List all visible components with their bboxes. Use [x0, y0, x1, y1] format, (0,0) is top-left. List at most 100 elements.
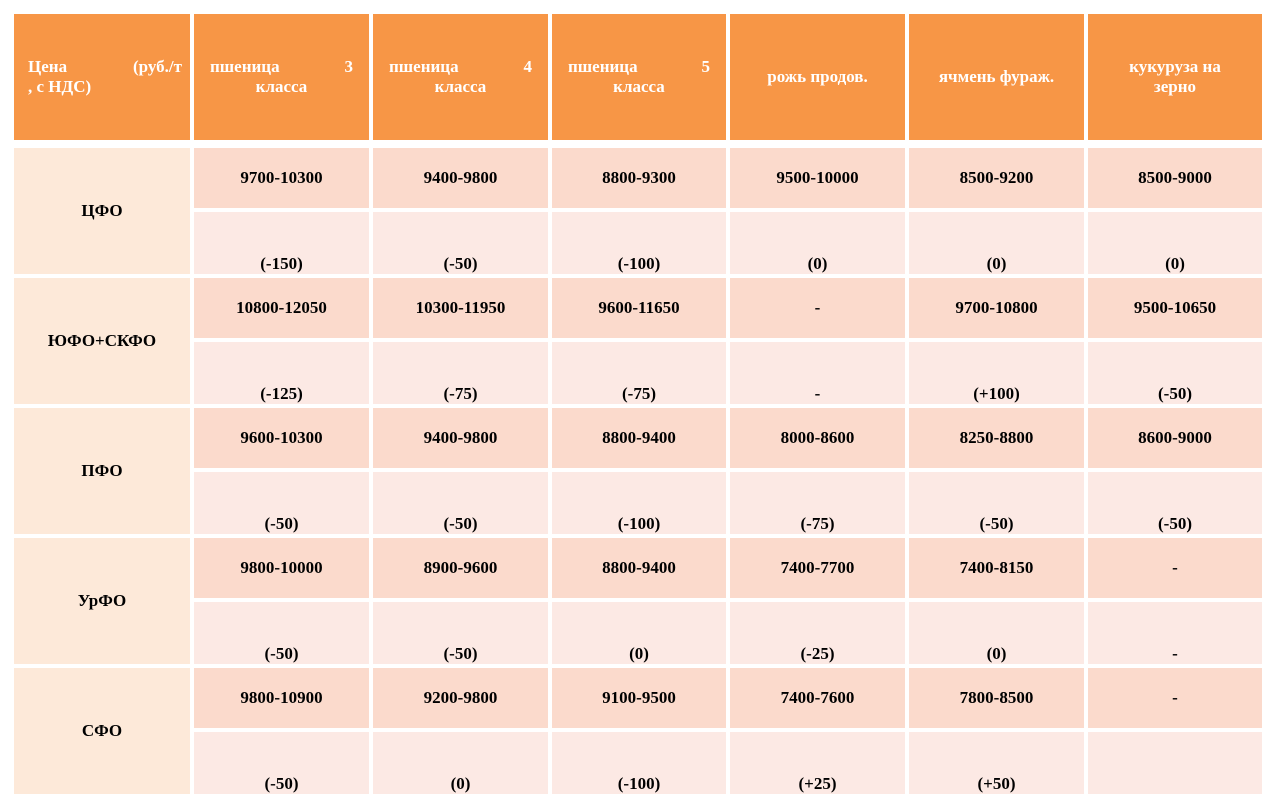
change-value: (-50): [264, 644, 299, 663]
price-cell: 9800-10900: [192, 666, 371, 730]
change-value: (+25): [798, 774, 837, 793]
price-cell: 9500-10650: [1086, 276, 1264, 340]
price-cell: -: [1086, 536, 1264, 600]
region-label: ЮФО+СКФО: [12, 276, 192, 406]
change-cell: (-50): [371, 470, 550, 536]
header-price-word2: (руб./т: [133, 57, 182, 76]
change-value: (-25): [800, 644, 835, 663]
price-cell: 7400-7600: [728, 666, 907, 730]
price-cell: 8500-9000: [1086, 146, 1264, 210]
header-wheat-4-num: 4: [523, 57, 533, 76]
change-cell: (-25): [728, 600, 907, 666]
change-value: (-75): [443, 384, 478, 403]
price-cell: 8800-9400: [550, 536, 728, 600]
change-value: (+50): [977, 774, 1016, 793]
price-cell: 9500-10000: [728, 146, 907, 210]
price-cell: 7400-7700: [728, 536, 907, 600]
change-cell: (0): [371, 730, 550, 796]
change-cell: (+100): [907, 340, 1086, 406]
header-wheat-3: пшеница 3 класса: [192, 12, 371, 142]
change-cell: (0): [550, 600, 728, 666]
change-value: (-50): [979, 514, 1014, 533]
change-cell: (-50): [192, 730, 371, 796]
price-cell: 9800-10000: [192, 536, 371, 600]
header-price-word1: Цена: [28, 57, 68, 76]
change-cell: (-100): [550, 210, 728, 276]
change-value: (-50): [443, 254, 478, 273]
price-cell: 8500-9200: [907, 146, 1086, 210]
header-corn-line2: зерно: [1153, 77, 1197, 96]
change-value: (-150): [260, 254, 303, 273]
change-cell: (0): [907, 600, 1086, 666]
change-value: (-50): [443, 514, 478, 533]
price-cell: 9700-10800: [907, 276, 1086, 340]
change-value: (-50): [1158, 514, 1192, 533]
change-cell: (-50): [192, 600, 371, 666]
header-corn-line1: кукуруза на: [1129, 57, 1221, 76]
change-value: (0): [807, 254, 828, 273]
change-cell: (-125): [192, 340, 371, 406]
change-value: (-100): [617, 514, 661, 533]
change-value: (0): [1165, 254, 1185, 273]
header-wheat-3-num: 3: [344, 57, 354, 76]
change-cell: (-50): [192, 470, 371, 536]
change-cell: (0): [1086, 210, 1264, 276]
header-barley-label: ячмень фураж.: [938, 67, 1055, 86]
change-cell: (-100): [550, 730, 728, 796]
price-cell: 9700-10300: [192, 146, 371, 210]
change-cell: (+25): [728, 730, 907, 796]
change-cell: (-50): [1086, 340, 1264, 406]
price-cell: 10800-12050: [192, 276, 371, 340]
change-value: -: [814, 384, 821, 403]
price-cell: 7400-8150: [907, 536, 1086, 600]
change-cell: -: [1086, 600, 1264, 666]
header-wheat-5: пшеница 5 класса: [550, 12, 728, 142]
change-value: (-75): [622, 384, 656, 403]
price-cell: 9100-9500: [550, 666, 728, 730]
header-wheat-5-class: класса: [613, 77, 665, 96]
price-cell: -: [1086, 666, 1264, 730]
change-cell: (-75): [371, 340, 550, 406]
change-cell: (-50): [1086, 470, 1264, 536]
header-wheat-5-word: пшеница: [568, 57, 638, 76]
price-cell: 9600-10300: [192, 406, 371, 470]
price-cell: 8900-9600: [371, 536, 550, 600]
change-cell: (0): [728, 210, 907, 276]
change-cell: (-50): [371, 210, 550, 276]
region-label: ЦФО: [12, 146, 192, 276]
header-wheat-4: пшеница 4 класса: [371, 12, 550, 142]
change-value: (-50): [264, 514, 299, 533]
price-cell: 9600-11650: [550, 276, 728, 340]
header-wheat-4-class: класса: [434, 77, 487, 96]
change-value: (+100): [973, 384, 1020, 403]
change-value: (0): [629, 644, 649, 663]
region-label: УрФО: [12, 536, 192, 666]
price-cell: 8600-9000: [1086, 406, 1264, 470]
grain-price-table: Цена (руб./т , с НДС) пшеница 3 класса пш…: [12, 12, 1264, 800]
change-value: (-125): [260, 384, 303, 403]
change-value: (0): [986, 644, 1007, 663]
change-cell: (-150): [192, 210, 371, 276]
price-cell: 9400-9800: [371, 146, 550, 210]
price-cell: 10300-11950: [371, 276, 550, 340]
change-value: (-75): [800, 514, 835, 533]
price-cell: 9200-9800: [371, 666, 550, 730]
change-value: (-100): [617, 254, 661, 273]
change-cell: (0): [907, 210, 1086, 276]
change-cell: (-75): [550, 340, 728, 406]
price-cell: 8800-9400: [550, 406, 728, 470]
price-cell: 8250-8800: [907, 406, 1086, 470]
change-cell: -: [728, 340, 907, 406]
change-value: (-50): [264, 774, 299, 793]
price-cell: 8800-9300: [550, 146, 728, 210]
change-value: (0): [986, 254, 1007, 273]
region-label: ПФО: [12, 406, 192, 536]
change-cell: [1086, 730, 1264, 796]
change-value: -: [1172, 644, 1178, 663]
header-wheat-3-class: класса: [255, 77, 308, 96]
change-cell: (-100): [550, 470, 728, 536]
header-barley: ячмень фураж.: [907, 12, 1086, 142]
change-cell: (-50): [907, 470, 1086, 536]
region-label: СФО: [12, 666, 192, 796]
price-cell: 9400-9800: [371, 406, 550, 470]
